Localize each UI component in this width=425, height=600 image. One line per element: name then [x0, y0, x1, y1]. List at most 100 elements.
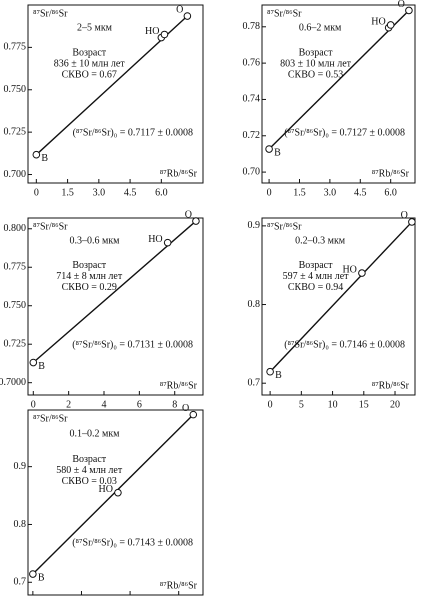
x-tick-label: 10: [328, 399, 338, 410]
data-point: [32, 150, 41, 159]
x-tick-label: 0: [267, 187, 272, 198]
y-tick-label: 0.74: [243, 94, 261, 105]
point-label: О: [398, 0, 405, 10]
initial-ratio: (⁸⁷Sr/⁸⁶Sr)₀ = 0.7131 ± 0.0008: [72, 340, 193, 351]
age-value: 597 ± 4 млн лет: [283, 271, 350, 282]
y-axis-label: ⁸⁷Sr/⁸⁶Sr: [33, 221, 68, 232]
x-tick-label: 6.0: [155, 187, 168, 198]
mswd: СКВО = 0.94: [288, 282, 343, 293]
x-tick-label: 5: [299, 399, 304, 410]
x-tick-label: 3.0: [93, 187, 106, 198]
x-tick-label: 0: [31, 399, 36, 410]
x-tick-label: 6: [137, 399, 142, 410]
x-tick-label: 1.5: [293, 187, 306, 198]
age-title: Возраст: [72, 454, 106, 465]
y-tick-label: 0.7: [248, 377, 261, 388]
x-tick-label: 0: [34, 187, 39, 198]
y-tick-label: 0.700: [4, 169, 27, 180]
data-point: [189, 410, 198, 419]
mswd: СКВО = 0.53: [288, 69, 343, 80]
age-title: Возраст: [72, 47, 106, 58]
mswd: СКВО = 0.29: [62, 282, 117, 293]
point-label: В: [274, 147, 281, 158]
data-point: [265, 145, 273, 153]
size-fraction: 0.1–0.2 мкм: [69, 428, 120, 439]
age-value: 714 ± 8 млн лет: [56, 271, 123, 282]
y-tick-label: 0.800: [4, 223, 27, 234]
x-tick-label: 15: [359, 399, 369, 410]
x-axis-label: ⁸⁷Rb/⁸⁶Sr: [160, 580, 198, 591]
initial-ratio: (⁸⁷Sr/⁸⁶Sr)₀ = 0.7146 ± 0.0008: [284, 340, 405, 351]
y-tick-label: 0.9: [248, 220, 261, 231]
data-point: [29, 570, 37, 578]
plot-frame: [27, 409, 204, 596]
x-tick-label: 1.5: [61, 187, 74, 198]
mswd: СКВО = 0.67: [62, 69, 117, 80]
x-tick-label: 2: [66, 399, 71, 410]
data-point: [160, 30, 169, 39]
mswd: СКВО = 0.03: [62, 476, 117, 487]
size-fraction: 0.3–0.6 мкм: [69, 235, 120, 246]
y-axis-label: ⁸⁷Sr/⁸⁶Sr: [267, 221, 302, 232]
y-tick-label: 0.750: [4, 84, 27, 95]
point-label: В: [38, 361, 45, 372]
y-tick-label: 0.8: [14, 519, 27, 530]
data-point: [266, 367, 274, 376]
point-label: О: [176, 4, 183, 15]
point-label: НО: [342, 264, 356, 275]
data-point: [358, 269, 366, 277]
plot-frame: [27, 217, 204, 396]
y-tick-label: 0.775: [4, 262, 27, 273]
isochron-line: [32, 414, 194, 575]
size-fraction: 2–5 мкм: [77, 22, 113, 33]
point-label: НО: [145, 26, 159, 37]
data-point: [192, 217, 200, 225]
x-tick-label: 3.0: [324, 187, 337, 198]
size-fraction: 0.6–2 мкм: [299, 22, 342, 33]
data-point: [183, 12, 192, 20]
y-tick-label: 0.72: [243, 130, 261, 141]
y-tick-label: 0.9: [14, 461, 27, 472]
isochron-line: [269, 221, 413, 373]
y-axis-label: ⁸⁷Sr/⁸⁶Sr: [33, 413, 68, 424]
plot-frame: [261, 4, 416, 184]
x-tick-label: 6.0: [384, 187, 397, 198]
y-tick-label: 0.775: [4, 42, 27, 53]
size-fraction: 0.2–0.3 мкм: [295, 235, 346, 246]
y-tick-label: 0.70: [243, 166, 261, 177]
point-label: В: [41, 153, 48, 164]
y-tick-label: 0.78: [243, 21, 261, 32]
plot-frame: [261, 217, 416, 396]
point-label: О: [401, 210, 408, 221]
y-tick-label: 0.8: [248, 299, 261, 310]
x-axis-label: ⁸⁷Rb/⁸⁶Sr: [160, 380, 198, 391]
point-label: О: [182, 403, 189, 414]
data-point: [29, 358, 38, 367]
age-value: 803 ± 10 млн лет: [280, 58, 352, 69]
data-point: [408, 218, 416, 226]
initial-ratio: (⁸⁷Sr/⁸⁶Sr)₀ = 0.7117 ± 0.0008: [73, 127, 193, 138]
data-point: [114, 488, 122, 497]
point-label: О: [185, 209, 192, 220]
plot-frame: [27, 4, 204, 184]
age-title: Возраст: [299, 260, 333, 271]
isochron-line: [268, 9, 410, 150]
x-axis-label: ⁸⁷Rb/⁸⁶Sr: [160, 168, 198, 179]
data-point: [163, 238, 172, 247]
y-tick-label: 0.725: [4, 339, 27, 350]
point-label: НО: [148, 234, 162, 245]
point-label: В: [275, 370, 282, 381]
age-title: Возраст: [72, 260, 106, 271]
age-title: Возраст: [299, 47, 333, 58]
y-tick-label: 0.76: [243, 57, 261, 68]
y-axis-label: ⁸⁷Sr/⁸⁶Sr: [33, 8, 68, 19]
x-tick-label: 4: [102, 399, 107, 410]
x-axis-label: ⁸⁷Rb/⁸⁶Sr: [372, 168, 410, 179]
x-tick-label: 8: [172, 399, 177, 410]
x-tick-label: 4.5: [354, 187, 367, 198]
y-tick-label: 0.7: [14, 577, 27, 588]
initial-ratio: (⁸⁷Sr/⁸⁶Sr)₀ = 0.7143 ± 0.0008: [72, 537, 193, 548]
x-axis-label: ⁸⁷Rb/⁸⁶Sr: [372, 380, 410, 391]
point-label: В: [38, 572, 45, 583]
y-tick-label: 0.7000: [0, 377, 26, 388]
